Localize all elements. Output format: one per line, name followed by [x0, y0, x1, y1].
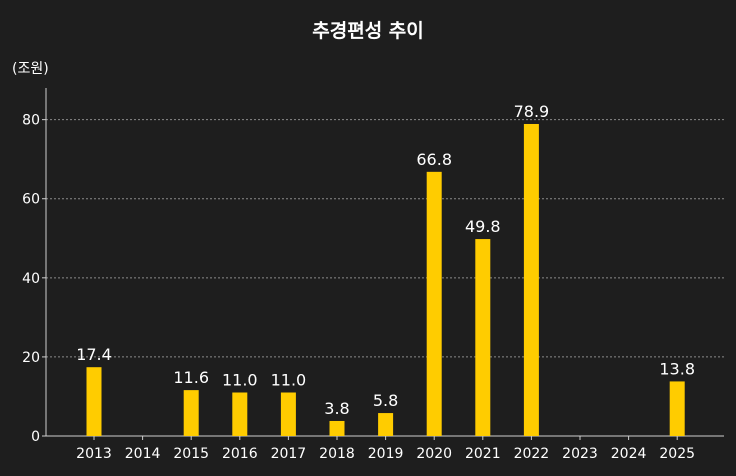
y-tick-label: 0 [31, 429, 40, 445]
bar-2015 [183, 390, 199, 436]
bar-2022 [523, 123, 539, 437]
y-tick-label: 60 [22, 192, 40, 208]
x-tick-label: 2024 [611, 446, 647, 462]
x-tick-label: 2018 [319, 446, 355, 462]
x-tick-label: 2014 [125, 446, 161, 462]
x-tick-label: 2017 [271, 446, 307, 462]
y-axis-unit-label: (조원) [12, 61, 49, 77]
y-tick-label: 80 [22, 113, 40, 129]
bar-2025 [669, 381, 685, 436]
data-label-2025: 13.8 [659, 359, 695, 378]
bar-2018 [329, 420, 345, 436]
bar-2020 [426, 171, 442, 436]
x-tick-label: 2023 [562, 446, 598, 462]
x-tick-label: 2015 [173, 446, 209, 462]
data-label-2017: 11.0 [271, 371, 307, 390]
x-tick-label: 2016 [222, 446, 258, 462]
x-tick-label: 2013 [76, 446, 112, 462]
data-label-2016: 11.0 [222, 371, 258, 390]
bar-2017 [280, 392, 296, 436]
data-label-2019: 5.8 [373, 391, 398, 410]
data-label-2013: 17.4 [76, 345, 112, 364]
y-tick-label: 20 [22, 350, 40, 366]
data-label-2022: 78.9 [514, 102, 550, 121]
y-tick-label: 40 [22, 271, 40, 287]
data-label-2020: 66.8 [416, 150, 452, 169]
data-label-2018: 3.8 [324, 399, 349, 418]
x-tick-label: 2021 [465, 446, 501, 462]
x-tick-label: 2019 [368, 446, 404, 462]
bar-2021 [475, 239, 491, 436]
data-label-2015: 11.6 [173, 368, 209, 387]
bar-2013 [86, 367, 102, 436]
bar-2016 [232, 392, 248, 436]
x-tick-label: 2020 [416, 446, 452, 462]
chart-title: 추경편성 추이 [312, 20, 424, 42]
bar-2019 [378, 413, 394, 436]
x-tick-label: 2025 [659, 446, 695, 462]
x-tick-label: 2022 [514, 446, 550, 462]
data-label-2021: 49.8 [465, 217, 501, 236]
